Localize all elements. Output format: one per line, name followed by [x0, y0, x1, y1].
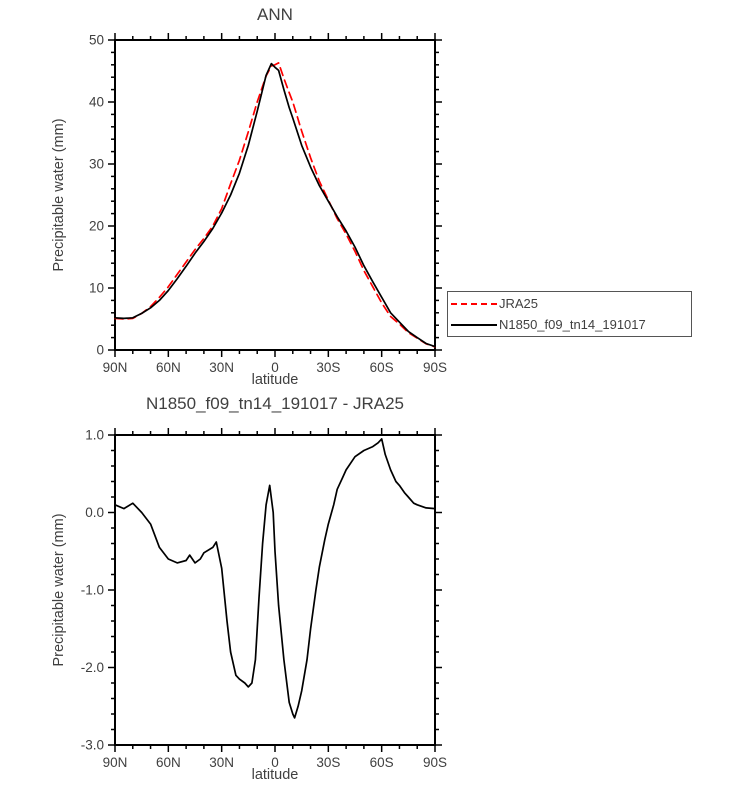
- bottom-chart-x-axis-label: latitude: [251, 767, 299, 783]
- legend-label: N1850_f09_tn14_191017: [499, 317, 646, 332]
- x-tick-label: 90N: [103, 755, 128, 770]
- x-tick-label: 30S: [316, 755, 340, 770]
- y-tick-label: 30: [89, 157, 104, 172]
- bottom-chart-y-axis-label: Precipitable water (mm): [51, 513, 67, 667]
- x-tick-label: 90N: [103, 360, 128, 375]
- legend-item-model: N1850_f09_tn14_191017: [448, 314, 691, 335]
- top-chart-y-axis-label: Precipitable water (mm): [51, 118, 67, 272]
- y-tick-label: -1.0: [81, 583, 104, 598]
- y-tick-label: -2.0: [81, 660, 104, 675]
- x-tick-label: 60N: [156, 360, 181, 375]
- x-tick-label: 30N: [209, 360, 234, 375]
- plot-frame: [114, 434, 436, 746]
- plot-frame: [114, 39, 436, 351]
- top-chart-title: ANN: [257, 5, 293, 24]
- x-tick-label: 30N: [209, 755, 234, 770]
- legend-item-jra25: JRA25: [448, 293, 691, 314]
- y-tick-label: 1.0: [85, 428, 104, 443]
- y-tick-label: 20: [89, 219, 104, 234]
- y-tick-label: 50: [89, 33, 104, 48]
- legend: JRA25 N1850_f09_tn14_191017: [447, 291, 692, 337]
- series-line-N1850_f09_tn14_191017 - JRA25: [114, 438, 436, 719]
- series-line-JRA25: [114, 62, 436, 348]
- y-tick-label: 0: [96, 343, 104, 358]
- x-tick-label: 90S: [423, 360, 447, 375]
- red-dashed-line-sample: [451, 302, 497, 305]
- black-solid-line-sample: [451, 323, 497, 326]
- y-tick-label: -3.0: [81, 738, 104, 753]
- x-tick-label: 0: [271, 360, 279, 375]
- x-tick-label: 0: [271, 755, 279, 770]
- y-tick-label: 0.0: [85, 505, 104, 520]
- top-chart-x-axis-label: latitude: [251, 372, 299, 388]
- series-line-N1850_f09_tn14_191017: [114, 62, 436, 348]
- x-tick-label: 60N: [156, 755, 181, 770]
- bottom-chart-title: N1850_f09_tn14_191017 - JRA25: [145, 394, 405, 413]
- legend-label: JRA25: [499, 296, 539, 311]
- x-tick-label: 60S: [370, 755, 394, 770]
- y-tick-label: 10: [89, 281, 104, 296]
- x-tick-label: 30S: [316, 360, 340, 375]
- x-tick-label: 60S: [370, 360, 394, 375]
- x-tick-label: 90S: [423, 755, 447, 770]
- y-tick-label: 40: [89, 95, 104, 110]
